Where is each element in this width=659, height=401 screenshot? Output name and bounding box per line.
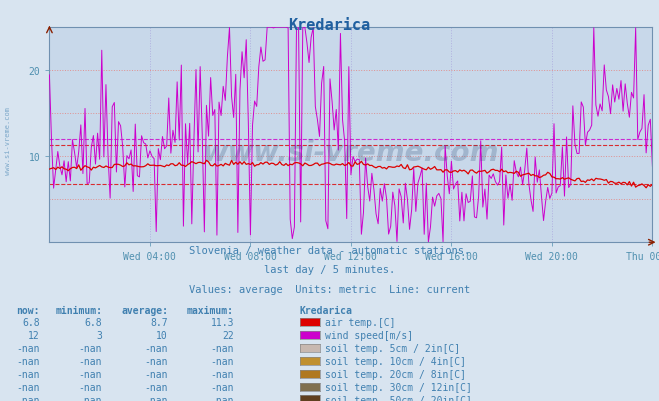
Text: average:: average: bbox=[121, 306, 168, 316]
Text: -nan: -nan bbox=[78, 343, 102, 353]
Text: -nan: -nan bbox=[16, 343, 40, 353]
Text: -nan: -nan bbox=[78, 382, 102, 392]
Text: -nan: -nan bbox=[78, 369, 102, 379]
Text: Slovenia / weather data - automatic stations.: Slovenia / weather data - automatic stat… bbox=[189, 245, 470, 255]
Text: last day / 5 minutes.: last day / 5 minutes. bbox=[264, 265, 395, 275]
Text: soil temp. 20cm / 8in[C]: soil temp. 20cm / 8in[C] bbox=[325, 369, 466, 379]
Text: minimum:: minimum: bbox=[55, 306, 102, 316]
Text: -nan: -nan bbox=[78, 356, 102, 366]
Text: 11.3: 11.3 bbox=[210, 318, 234, 328]
Text: 12: 12 bbox=[28, 330, 40, 340]
Text: -nan: -nan bbox=[210, 343, 234, 353]
Text: www.si-vreme.com: www.si-vreme.com bbox=[203, 138, 499, 166]
Text: -nan: -nan bbox=[144, 382, 168, 392]
Text: -nan: -nan bbox=[16, 356, 40, 366]
Text: 10: 10 bbox=[156, 330, 168, 340]
Text: soil temp. 30cm / 12in[C]: soil temp. 30cm / 12in[C] bbox=[325, 382, 472, 392]
Text: -nan: -nan bbox=[16, 369, 40, 379]
Text: 3: 3 bbox=[96, 330, 102, 340]
Text: -nan: -nan bbox=[144, 395, 168, 401]
Text: Kredarica: Kredarica bbox=[300, 306, 353, 316]
Text: wind speed[m/s]: wind speed[m/s] bbox=[325, 330, 413, 340]
Text: -nan: -nan bbox=[210, 395, 234, 401]
Text: 6.8: 6.8 bbox=[22, 318, 40, 328]
Text: -nan: -nan bbox=[16, 382, 40, 392]
Text: soil temp. 5cm / 2in[C]: soil temp. 5cm / 2in[C] bbox=[325, 343, 460, 353]
Text: -nan: -nan bbox=[78, 395, 102, 401]
Text: Values: average  Units: metric  Line: current: Values: average Units: metric Line: curr… bbox=[189, 284, 470, 294]
Text: maximum:: maximum: bbox=[187, 306, 234, 316]
Text: air temp.[C]: air temp.[C] bbox=[325, 318, 395, 328]
Text: -nan: -nan bbox=[144, 343, 168, 353]
Text: -nan: -nan bbox=[144, 369, 168, 379]
Text: 8.7: 8.7 bbox=[150, 318, 168, 328]
Text: soil temp. 50cm / 20in[C]: soil temp. 50cm / 20in[C] bbox=[325, 395, 472, 401]
Text: -nan: -nan bbox=[210, 356, 234, 366]
Text: -nan: -nan bbox=[210, 382, 234, 392]
Text: -nan: -nan bbox=[16, 395, 40, 401]
Text: -nan: -nan bbox=[144, 356, 168, 366]
Text: 22: 22 bbox=[222, 330, 234, 340]
Text: now:: now: bbox=[16, 306, 40, 316]
Text: www.si-vreme.com: www.si-vreme.com bbox=[5, 106, 11, 174]
Text: Kredarica: Kredarica bbox=[289, 18, 370, 33]
Text: -nan: -nan bbox=[210, 369, 234, 379]
Text: 6.8: 6.8 bbox=[84, 318, 102, 328]
Text: soil temp. 10cm / 4in[C]: soil temp. 10cm / 4in[C] bbox=[325, 356, 466, 366]
